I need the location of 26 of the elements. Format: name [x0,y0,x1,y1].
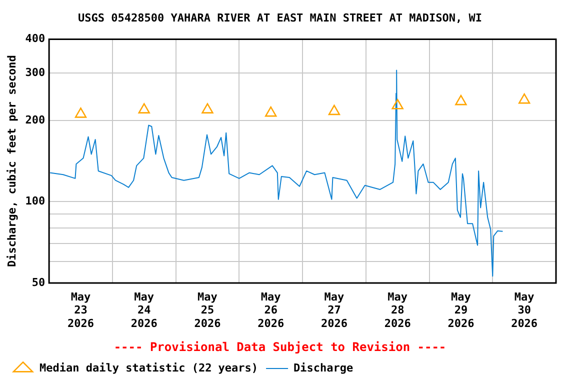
y-axis-title: Discharge, cubic feet per second [5,55,18,268]
point [518,93,530,104]
x-tick-label: May 28 2026 [384,290,412,330]
y-tick-label: 300 [25,66,46,79]
x-tick-label: May 25 2026 [194,290,222,330]
y-tick-label: 400 [25,32,46,46]
point [265,106,277,117]
x-tick-label: May 24 2026 [130,290,158,330]
legend-label: Discharge [294,361,354,374]
point [138,103,150,114]
chart-title: USGS 05428500 YAHARA RIVER AT EAST MAIN STREET AT MADISON, WI [78,11,482,24]
x-tick-label: May 29 2026 [448,290,475,330]
y-tick-label: 100 [25,194,46,208]
point [328,104,340,116]
point [392,98,404,110]
x-tick-label: May 23 2026 [68,290,94,330]
legend-label: Median daily statistic (22 years) [40,361,258,374]
x-tick-label: May 30 2026 [511,290,538,330]
point [74,108,87,118]
y-tick-label: 200 [25,113,46,126]
y-tick-label: 50 [32,276,46,289]
x-tick-label: May 27 2026 [320,290,348,330]
x-tick-label: May 26 2026 [258,290,284,330]
point [455,94,467,106]
point [202,103,214,114]
text: ---- Provisional Data Subject to Revision ---- [114,340,446,354]
